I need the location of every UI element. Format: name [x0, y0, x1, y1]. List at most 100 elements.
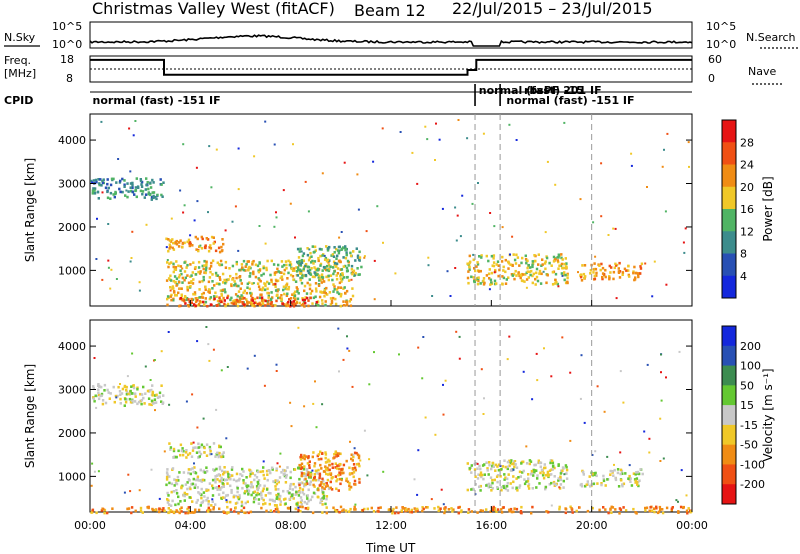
heatmap-cell [191, 482, 195, 486]
heatmap-cell [509, 482, 512, 485]
heatmap-cell [178, 304, 181, 308]
heatmap-cell [347, 279, 351, 282]
heatmap-cell [320, 281, 323, 284]
heatmap-cell [338, 370, 340, 373]
heatmap-cell [314, 380, 316, 383]
heatmap-cell [242, 481, 245, 485]
heatmap-cell [330, 301, 334, 305]
heatmap-cell [181, 281, 184, 284]
heatmap-cell [91, 509, 94, 513]
heatmap-cell [305, 468, 309, 471]
heatmap-cell [302, 472, 306, 475]
colorbar-swatch [722, 464, 736, 485]
heatmap-cell [609, 469, 612, 473]
heatmap-cell [326, 258, 330, 262]
heatmap-cell [218, 486, 221, 490]
heatmap-cell [221, 238, 224, 241]
heatmap-cell [618, 261, 621, 265]
heatmap-cell [202, 417, 205, 420]
heatmap-cell [140, 185, 144, 188]
heatmap-cell [511, 274, 514, 277]
heatmap-cell [287, 304, 290, 307]
heatmap-cell [559, 478, 563, 482]
heatmap-cell [222, 296, 225, 300]
heatmap-cell [128, 397, 132, 401]
heatmap-cell [319, 262, 323, 266]
heatmap-cell [97, 178, 100, 181]
heatmap-cell [292, 482, 295, 486]
heatmap-cell [210, 453, 213, 456]
heatmap-cell [281, 278, 284, 281]
heatmap-cell [613, 463, 615, 466]
heatmap-cell [263, 477, 266, 480]
heatmap-cell [349, 298, 353, 301]
heatmap-cell [589, 485, 592, 488]
heatmap-cell [338, 245, 341, 249]
heatmap-cell [169, 289, 172, 292]
heatmap-cell [279, 503, 282, 506]
heatmap-cell [119, 190, 122, 194]
heatmap-cell [226, 302, 230, 306]
heatmap-cell [251, 472, 254, 475]
heatmap-cell [365, 230, 368, 233]
heatmap-cell [325, 511, 328, 515]
heatmap-cell [443, 511, 446, 515]
heatmap-cell [470, 471, 473, 474]
heatmap-cell [326, 466, 329, 470]
heatmap-cell [544, 231, 547, 234]
heatmap-cell [335, 264, 338, 267]
heatmap-cell [661, 165, 664, 168]
heatmap-cell [341, 277, 344, 281]
heatmap-cell [335, 288, 339, 291]
heatmap-cell [180, 510, 183, 513]
heatmap-cell [206, 496, 209, 500]
heatmap-cell [530, 469, 534, 473]
heatmap-cell [187, 506, 190, 509]
heatmap-cell [632, 507, 635, 511]
heatmap-cell [227, 472, 230, 476]
heatmap-cell [274, 285, 277, 289]
heatmap-cell [264, 304, 267, 307]
heatmap-cell [554, 278, 557, 282]
heatmap-cell [333, 251, 336, 254]
heatmap-cell [543, 463, 546, 466]
heatmap-cell [311, 478, 315, 482]
heatmap-cell [187, 304, 191, 308]
heatmap-cell [314, 469, 318, 473]
heatmap-cell [632, 472, 636, 475]
heatmap-cell [186, 493, 189, 496]
heatmap-cell [353, 447, 356, 450]
heatmap-cell [195, 248, 198, 251]
heatmap-cell [498, 268, 501, 272]
heatmap-cell [198, 450, 201, 454]
heatmap-cell [167, 511, 170, 515]
heatmap-cell [299, 467, 303, 470]
heatmap-cell [321, 452, 324, 455]
heatmap-cell [376, 205, 379, 208]
heatmap-cell [349, 254, 353, 258]
heatmap-cell [324, 453, 328, 456]
heatmap-cell [197, 270, 200, 274]
x-tick-label-5: 20:00 [576, 519, 608, 532]
heatmap-cell [270, 259, 273, 263]
heatmap-cell [134, 120, 137, 122]
heatmap-cell [152, 181, 155, 184]
heatmap-cell [640, 262, 644, 266]
heatmap-cell [379, 506, 382, 509]
heatmap-cell [339, 505, 343, 509]
heatmap-cell [172, 265, 175, 269]
heatmap-cell [261, 286, 265, 290]
heatmap-cell [600, 483, 603, 487]
heatmap-cell [234, 302, 237, 305]
heatmap-cell [466, 488, 469, 492]
heatmap-cell [437, 509, 440, 513]
heatmap-cell [289, 482, 293, 486]
heatmap-cell [305, 472, 308, 476]
heatmap-cell [505, 484, 509, 488]
heatmap-cell [178, 471, 181, 474]
heatmap-cell [203, 259, 206, 263]
heatmap-cell [677, 500, 679, 503]
heatmap-cell [546, 160, 549, 163]
heatmap-cell [201, 296, 205, 299]
heatmap-cell [474, 269, 477, 273]
